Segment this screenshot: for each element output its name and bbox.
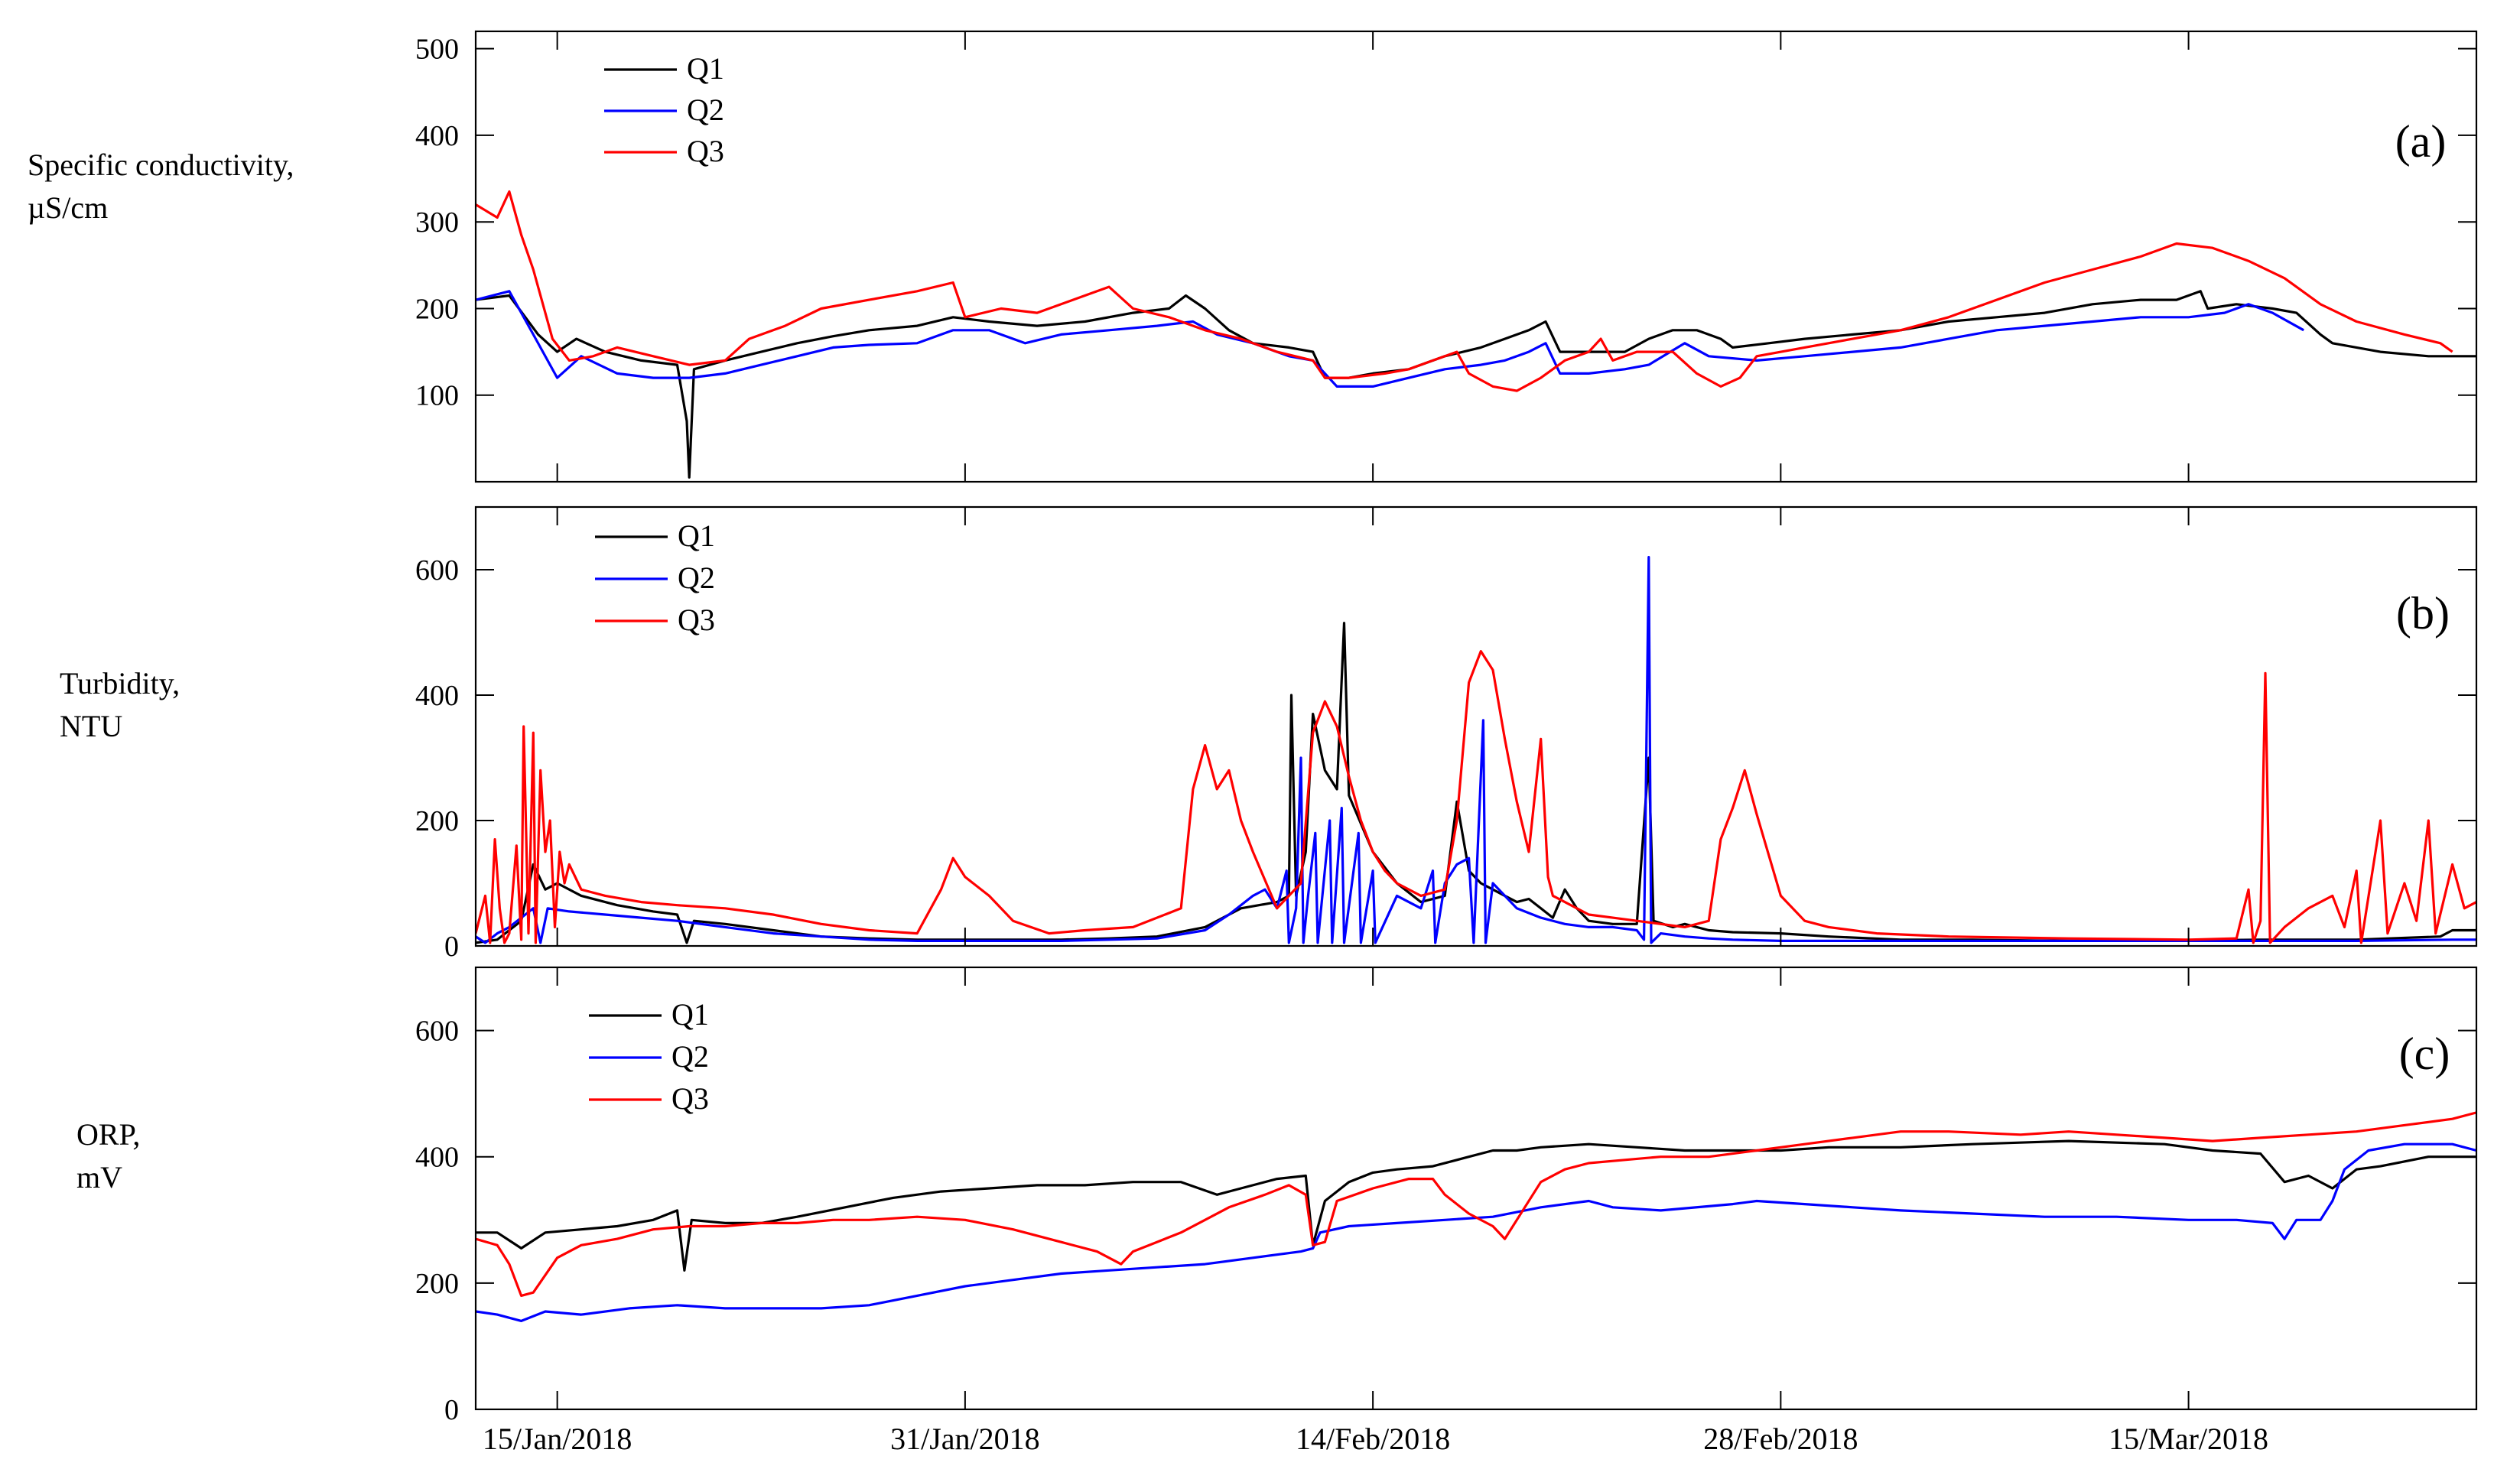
panel-a-series-group <box>476 190 2476 479</box>
panel-a-series-q1 <box>476 290 2476 479</box>
panel-c-series-q2 <box>476 1142 2476 1322</box>
panel-a-ytick-label: 300 <box>415 206 459 239</box>
panel-c-ylabel: ORP, mV <box>76 1113 140 1199</box>
panel-c-ylabel-line2: mV <box>76 1160 122 1194</box>
panel-a-label: (a) <box>2395 116 2447 167</box>
x-tick-label: 31/Jan/2018 <box>890 1422 1040 1456</box>
panel-b-ytick-label: 400 <box>415 680 459 712</box>
panel-a: 100 200 300 400 500 Q1 Q2 Q3 (a) <box>415 30 2478 483</box>
panel-a-ytick-label: 500 <box>415 34 459 66</box>
panel-b-axes-frame <box>474 505 2478 947</box>
panel-a-legend-label-q3: Q3 <box>687 134 724 168</box>
x-tick-label: 15/Jan/2018 <box>483 1422 632 1456</box>
panel-a-legend-label-q2: Q2 <box>687 93 724 127</box>
panel-c-axes-frame <box>474 966 2478 1411</box>
panel-b-ylabel-line2: NTU <box>60 709 123 743</box>
panel-a-series-q3 <box>476 190 2453 392</box>
panel-a-ytick-label: 200 <box>415 293 459 325</box>
panel-a-ytick-label: 400 <box>415 120 459 152</box>
panel-a-series-q2 <box>476 290 2304 388</box>
panel-c-ylabel-line1: ORP, <box>76 1117 141 1152</box>
panel-b-legend-label-q3: Q3 <box>678 603 715 637</box>
panel-c-legend-label-q2: Q2 <box>671 1039 709 1074</box>
panel-b-ytick-label: 600 <box>415 554 459 587</box>
panel-b-legend-label-q1: Q1 <box>678 518 715 553</box>
panel-c-series-q1 <box>476 1139 2476 1272</box>
panel-b-ytick-label: 0 <box>444 931 459 963</box>
panel-c-series-q3 <box>476 1111 2476 1297</box>
panel-c-ytick-label: 200 <box>415 1268 459 1300</box>
panel-b-series-q2 <box>476 556 2476 944</box>
panel-a-ylabel: Specific conductivity, µS/cm <box>28 144 294 229</box>
panel-a-legend-label-q1: Q1 <box>687 51 724 86</box>
panel-a-ytick-label: 100 <box>415 380 459 412</box>
panel-b-ylabel: Turbidity, NTU <box>60 662 180 748</box>
panel-b-series-q3 <box>476 650 2476 944</box>
panel-c-legend-label-q1: Q1 <box>671 997 709 1032</box>
panel-c-ytick-label: 400 <box>415 1142 459 1174</box>
panel-c-ytick-label: 0 <box>444 1394 459 1426</box>
panel-b-ytick-label: 200 <box>415 805 459 837</box>
panel-c-series-group <box>476 1111 2476 1322</box>
panel-b-legend-label-q2: Q2 <box>678 561 715 595</box>
x-tick-label: 15/Mar/2018 <box>2109 1422 2268 1456</box>
panel-a-axes-frame <box>474 30 2478 483</box>
panel-c-label: (c) <box>2399 1029 2450 1079</box>
panel-a-ylabel-line1: Specific conductivity, <box>28 148 294 182</box>
panel-c: 0 200 400 600 Q1 Q2 Q3 (c) <box>415 966 2478 1426</box>
panel-c-legend-label-q3: Q3 <box>671 1081 709 1116</box>
x-tick-label: 14/Feb/2018 <box>1296 1422 1450 1456</box>
panel-b: 0 200 400 600 Q1 Q2 Q3 (b) <box>415 505 2478 963</box>
panel-c-ytick-label: 600 <box>415 1016 459 1048</box>
panel-a-ylabel-line2: µS/cm <box>28 190 109 225</box>
panel-b-label: (b) <box>2396 588 2450 639</box>
x-tick-label: 28/Feb/2018 <box>1703 1422 1858 1456</box>
panel-b-ylabel-line1: Turbidity, <box>60 666 180 700</box>
panel-b-series-group <box>476 556 2476 944</box>
